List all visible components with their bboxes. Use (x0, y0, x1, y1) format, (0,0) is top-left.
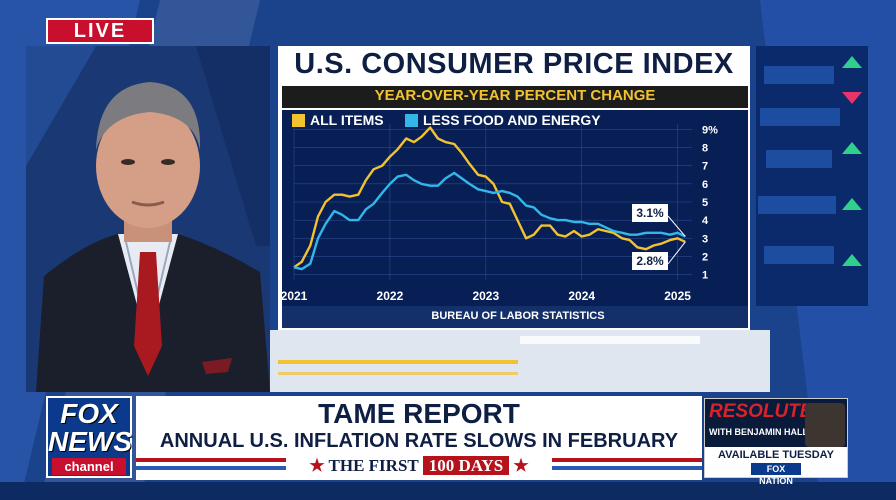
up-arrow-icon (842, 254, 862, 266)
banner-text: ★ THE FIRST 100 DAYS ★ (136, 456, 702, 476)
x-tick-label: 2023 (472, 289, 499, 303)
down-arrow-icon (842, 92, 862, 104)
chart-source-bar: BUREAU OF LABOR STATISTICS (282, 306, 748, 328)
y-tick-label: 7 (702, 161, 708, 173)
y-tick-label: 6 (702, 179, 708, 191)
x-tick-label: 2021 (282, 289, 308, 303)
subhead: ANNUAL U.S. INFLATION RATE SLOWS IN FEBR… (159, 430, 679, 452)
banner-box: 100 DAYS (422, 456, 510, 475)
promo-brand: FOX NATION (751, 463, 801, 486)
star-icon: ★ (513, 456, 529, 475)
promo-title: RESOLUTE (709, 401, 813, 422)
legend-label: ALL ITEMS (310, 112, 384, 128)
legend-swatch (292, 114, 305, 127)
promo-strip: AVAILABLE TUESDAY FOX NATION (705, 447, 847, 486)
market-ticker-graphic (756, 46, 868, 306)
annotation-label: 2.8% (636, 254, 664, 268)
chart-source: BUREAU OF LABOR STATISTICS (431, 310, 605, 322)
chart-subtitle-bar: YEAR-OVER-YEAR PERCENT CHANGE (282, 86, 748, 108)
headline: TAME REPORT (318, 398, 520, 429)
y-tick-label: 3 (702, 233, 708, 245)
star-icon: ★ (309, 456, 325, 475)
cpi-line-chart: 1 2 3 4 5 6 7 8 9% 2021 2022 2023 2024 2025 ALL ITEMS L… (281, 112, 718, 303)
up-arrow-icon (842, 198, 862, 210)
host-video-feed (26, 46, 270, 392)
live-label: LIVE (73, 19, 127, 42)
banner-prefix: THE FIRST (328, 456, 419, 475)
up-arrow-icon (842, 56, 862, 68)
banner-stripes (136, 458, 702, 470)
up-arrow-icon (842, 142, 862, 154)
first-100-days-banner: ★ THE FIRST 100 DAYS ★ (136, 456, 702, 478)
promo-when: AVAILABLE TUESDAY (718, 449, 834, 461)
annotation-label: 3.1% (636, 206, 664, 220)
y-tick-label: 1 (702, 270, 708, 282)
y-tick-label: 5 (702, 197, 708, 209)
fox-news-logo: FOX NEWS channel (46, 396, 132, 478)
x-tick-label: 2025 (664, 289, 691, 303)
series-line (293, 126, 686, 269)
logo-line2: NEWS (48, 426, 132, 457)
annotation-box (632, 252, 668, 270)
logo-line1: FOX (60, 398, 118, 429)
x-tick-label: 2022 (377, 289, 404, 303)
ticker-art (756, 46, 868, 306)
annotation-leader (667, 241, 686, 265)
chart-subtitle: YEAR-OVER-YEAR PERCENT CHANGE (374, 87, 656, 104)
y-tick-label: 9% (702, 124, 718, 136)
series-line (293, 171, 686, 271)
host-figure (26, 46, 270, 392)
y-tick-label: 8 (702, 143, 708, 155)
lower-third: TAME REPORT ANNUAL U.S. INFLATION RATE S… (136, 396, 702, 480)
legend-label: LESS FOOD AND ENERGY (423, 112, 601, 128)
annotation-leader (667, 215, 686, 237)
logo-line3: channel (52, 458, 126, 475)
x-tick-label: 2024 (568, 289, 595, 303)
y-tick-label: 4 (702, 215, 709, 227)
cpi-chart-panel: U.S. CONSUMER PRICE INDEX YEAR-OVER-YEAR… (278, 46, 750, 330)
legend-swatch (405, 114, 418, 127)
resolute-promo: RESOLUTE WITH BENJAMIN HALL AVAILABLE TU… (704, 398, 848, 486)
annotation-box (632, 204, 668, 222)
promo-portrait (805, 403, 845, 447)
live-badge: LIVE (46, 18, 154, 44)
promo-subtitle: WITH BENJAMIN HALL (709, 427, 808, 437)
y-tick-label: 2 (702, 251, 708, 263)
plot-area: 1 2 3 4 5 6 7 8 9% 2021 2022 2023 2024 2025 ALL ITEMS L… (281, 110, 748, 306)
chart-title: U.S. CONSUMER PRICE INDEX (294, 48, 734, 80)
